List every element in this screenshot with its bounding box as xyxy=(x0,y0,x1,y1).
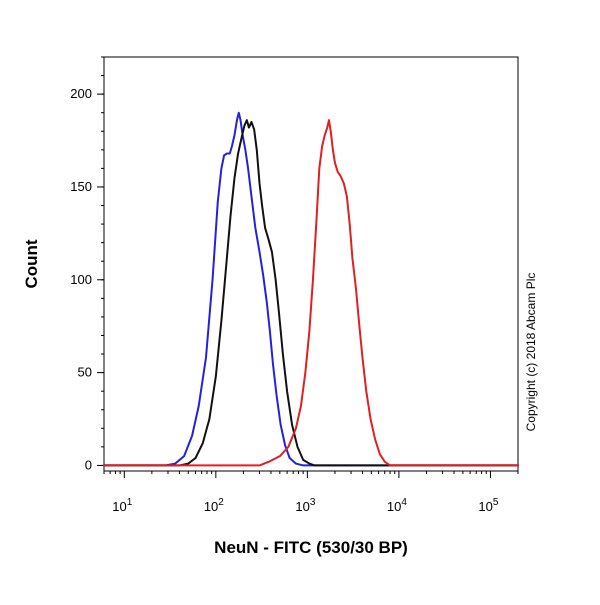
histogram-series-line-2 xyxy=(103,119,519,467)
histogram-series-line-3 xyxy=(103,119,519,467)
copyright-text: Copyright (c) 2018 Abcam Plc xyxy=(524,273,538,432)
histogram-series-line-1 xyxy=(103,111,519,467)
y-tick-label: 150 xyxy=(70,179,92,194)
series-group xyxy=(103,111,519,467)
x-tick-label: 102 xyxy=(204,497,224,514)
x-ticks: 101 102 103 104 105 xyxy=(103,471,519,514)
x-tick-label: 105 xyxy=(478,497,498,514)
x-tick-label: 104 xyxy=(387,497,407,514)
y-tick-label: 50 xyxy=(78,365,92,380)
x-tick-label: 103 xyxy=(295,497,315,514)
y-tick-label: 0 xyxy=(85,457,92,472)
y-major-ticks: 0 50 100 150 200 xyxy=(70,86,104,472)
y-tick-label: 100 xyxy=(70,272,92,287)
y-axis-label: Count xyxy=(22,239,41,288)
x-tick-label: 101 xyxy=(112,497,132,514)
y-tick-label: 200 xyxy=(70,86,92,101)
x-axis-label: NeuN - FITC (530/30 BP) xyxy=(214,538,408,557)
plot-frame xyxy=(103,56,519,472)
